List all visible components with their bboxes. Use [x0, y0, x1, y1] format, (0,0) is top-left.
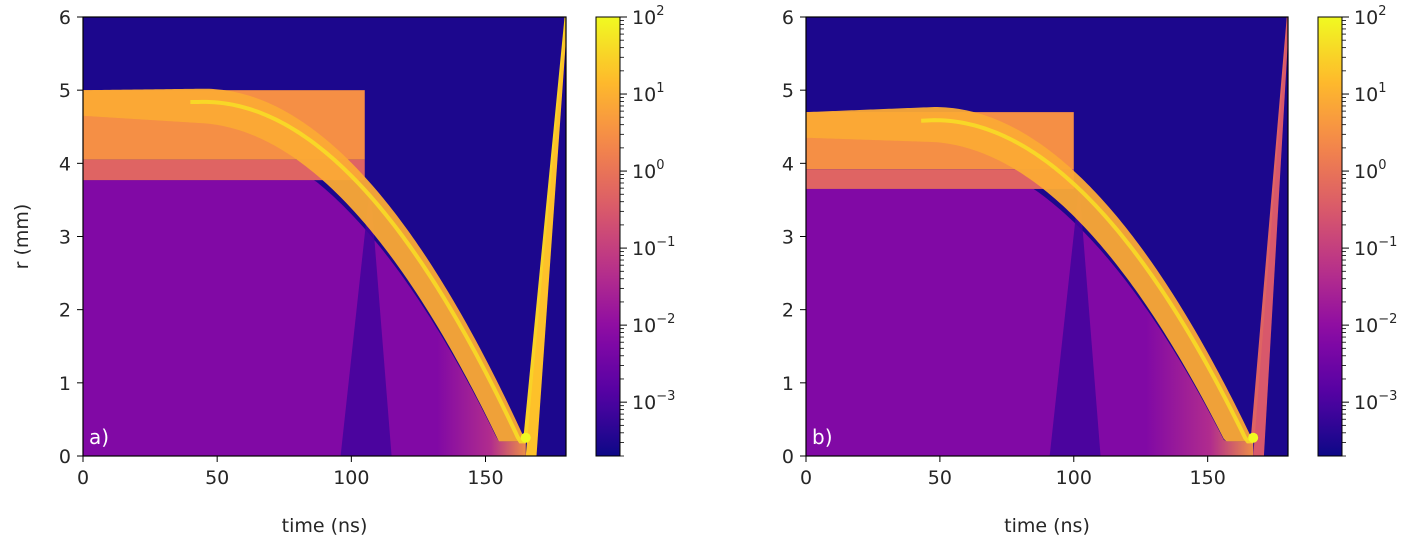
rarefaction-wedge	[340, 185, 392, 456]
x-tick-label: 100	[333, 467, 369, 489]
y-tick-label: 5	[59, 80, 71, 102]
shell-bright-front	[921, 118, 1254, 444]
y-tick-label: 0	[782, 446, 794, 468]
x-axis-label: time (ns)	[1004, 515, 1090, 537]
rebound-inner	[1253, 17, 1288, 456]
colorbar-tick-label: 10−3	[632, 389, 675, 414]
colorbar-tick-label: 102	[1354, 4, 1386, 29]
colorbar-tick-label: 10−1	[632, 235, 675, 260]
y-tick-label: 1	[59, 373, 71, 395]
heated-core	[1146, 308, 1254, 456]
colorbar-tick-label: 10−3	[1354, 389, 1397, 414]
rebound-inner	[525, 17, 566, 456]
rebound-plume	[523, 17, 566, 442]
x-axis-label: time (ns)	[282, 515, 368, 537]
panel-label: a)	[89, 425, 109, 449]
heated-core	[437, 328, 526, 456]
y-tick-label: 2	[782, 300, 794, 322]
x-tick-label: 100	[1056, 467, 1092, 489]
rebound-plume	[1250, 17, 1288, 442]
core-region	[806, 188, 1254, 456]
colorbar: 102 101 100 10−1 10−2 10−3	[595, 4, 675, 457]
x-tick-label: 150	[467, 467, 503, 489]
colorbar-tick-label: 10−2	[632, 312, 675, 337]
x-tick-label: 50	[928, 467, 952, 489]
imploding-shell	[83, 88, 526, 442]
stagnation-hotspot	[1248, 432, 1259, 443]
liner-band-inner	[83, 159, 365, 181]
imploding-shell	[806, 106, 1254, 442]
y-tick-label: 3	[59, 227, 71, 249]
colorbar-tick-label: 101	[1354, 81, 1386, 106]
colorbar-tick-label: 10−1	[1354, 235, 1397, 260]
y-tick-label: 2	[59, 300, 71, 322]
colorbar-tick-label: 101	[632, 81, 664, 106]
colorbar-gradient	[595, 16, 621, 457]
rarefaction-wedge	[1049, 185, 1101, 456]
y-tick-label: 6	[782, 7, 794, 29]
y-tick-label: 3	[782, 227, 794, 249]
x-tick-label: 50	[205, 467, 229, 489]
y-tick-label: 4	[59, 153, 71, 175]
y-tick-label: 4	[782, 153, 794, 175]
x-tick-label: 0	[77, 467, 89, 489]
colorbar-tick-label: 100	[632, 158, 664, 183]
y-tick-label: 6	[59, 7, 71, 29]
shell-bright-front	[190, 99, 526, 444]
colorbar-tick-label: 100	[1354, 158, 1386, 183]
y-tick-label: 1	[782, 373, 794, 395]
y-tick-label: 5	[782, 80, 794, 102]
y-axis-label: r (mm)	[11, 204, 33, 270]
liner-band-inner	[806, 169, 1074, 189]
core-region	[83, 180, 526, 456]
x-tick-label: 150	[1190, 467, 1226, 489]
colorbar-tick-label: 102	[632, 4, 664, 29]
y-tick-label: 0	[59, 446, 71, 468]
colorbar-gradient	[1317, 16, 1343, 457]
heatmap-area	[806, 17, 1288, 456]
colorbar-tick-label: 10−2	[1354, 312, 1397, 337]
panel-label: b)	[812, 425, 833, 449]
heatmap-area	[83, 17, 566, 456]
x-tick-label: 0	[800, 467, 812, 489]
stagnation-hotspot	[520, 432, 531, 443]
colorbar: 102 101 100 10−1 10−2 10−3	[1317, 4, 1397, 457]
